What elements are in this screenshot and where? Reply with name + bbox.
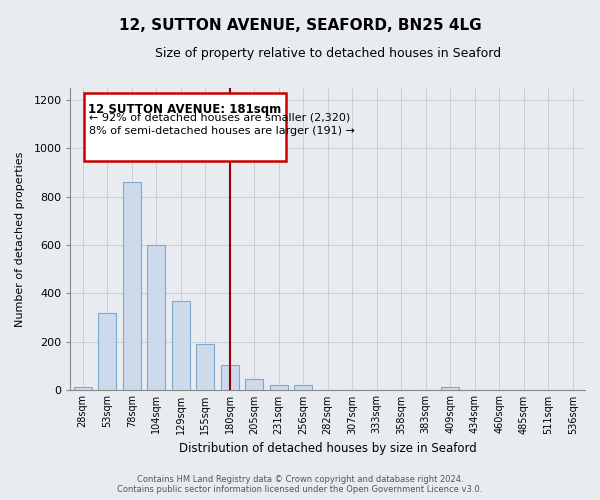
Bar	[221, 365, 239, 390]
Text: 12 SUTTON AVENUE: 181sqm: 12 SUTTON AVENUE: 181sqm	[88, 102, 281, 116]
Title: Size of property relative to detached houses in Seaford: Size of property relative to detached ho…	[155, 48, 501, 60]
Bar	[147, 245, 166, 390]
Bar	[172, 300, 190, 390]
X-axis label: Distribution of detached houses by size in Seaford: Distribution of detached houses by size …	[179, 442, 476, 455]
Text: 8% of semi-detached houses are larger (191) →: 8% of semi-detached houses are larger (1…	[89, 126, 355, 136]
Bar	[84, 93, 286, 160]
Y-axis label: Number of detached properties: Number of detached properties	[15, 152, 25, 327]
Text: Contains public sector information licensed under the Open Government Licence v3: Contains public sector information licen…	[118, 485, 482, 494]
Text: ← 92% of detached houses are smaller (2,320): ← 92% of detached houses are smaller (2,…	[89, 112, 350, 122]
Bar	[74, 387, 92, 390]
Bar	[196, 344, 214, 390]
Bar	[441, 387, 460, 390]
Bar	[98, 313, 116, 390]
Text: 12, SUTTON AVENUE, SEAFORD, BN25 4LG: 12, SUTTON AVENUE, SEAFORD, BN25 4LG	[119, 18, 481, 32]
Text: Contains HM Land Registry data © Crown copyright and database right 2024.: Contains HM Land Registry data © Crown c…	[137, 475, 463, 484]
Bar	[245, 379, 263, 390]
Bar	[269, 386, 288, 390]
Bar	[294, 386, 313, 390]
Bar	[122, 182, 141, 390]
